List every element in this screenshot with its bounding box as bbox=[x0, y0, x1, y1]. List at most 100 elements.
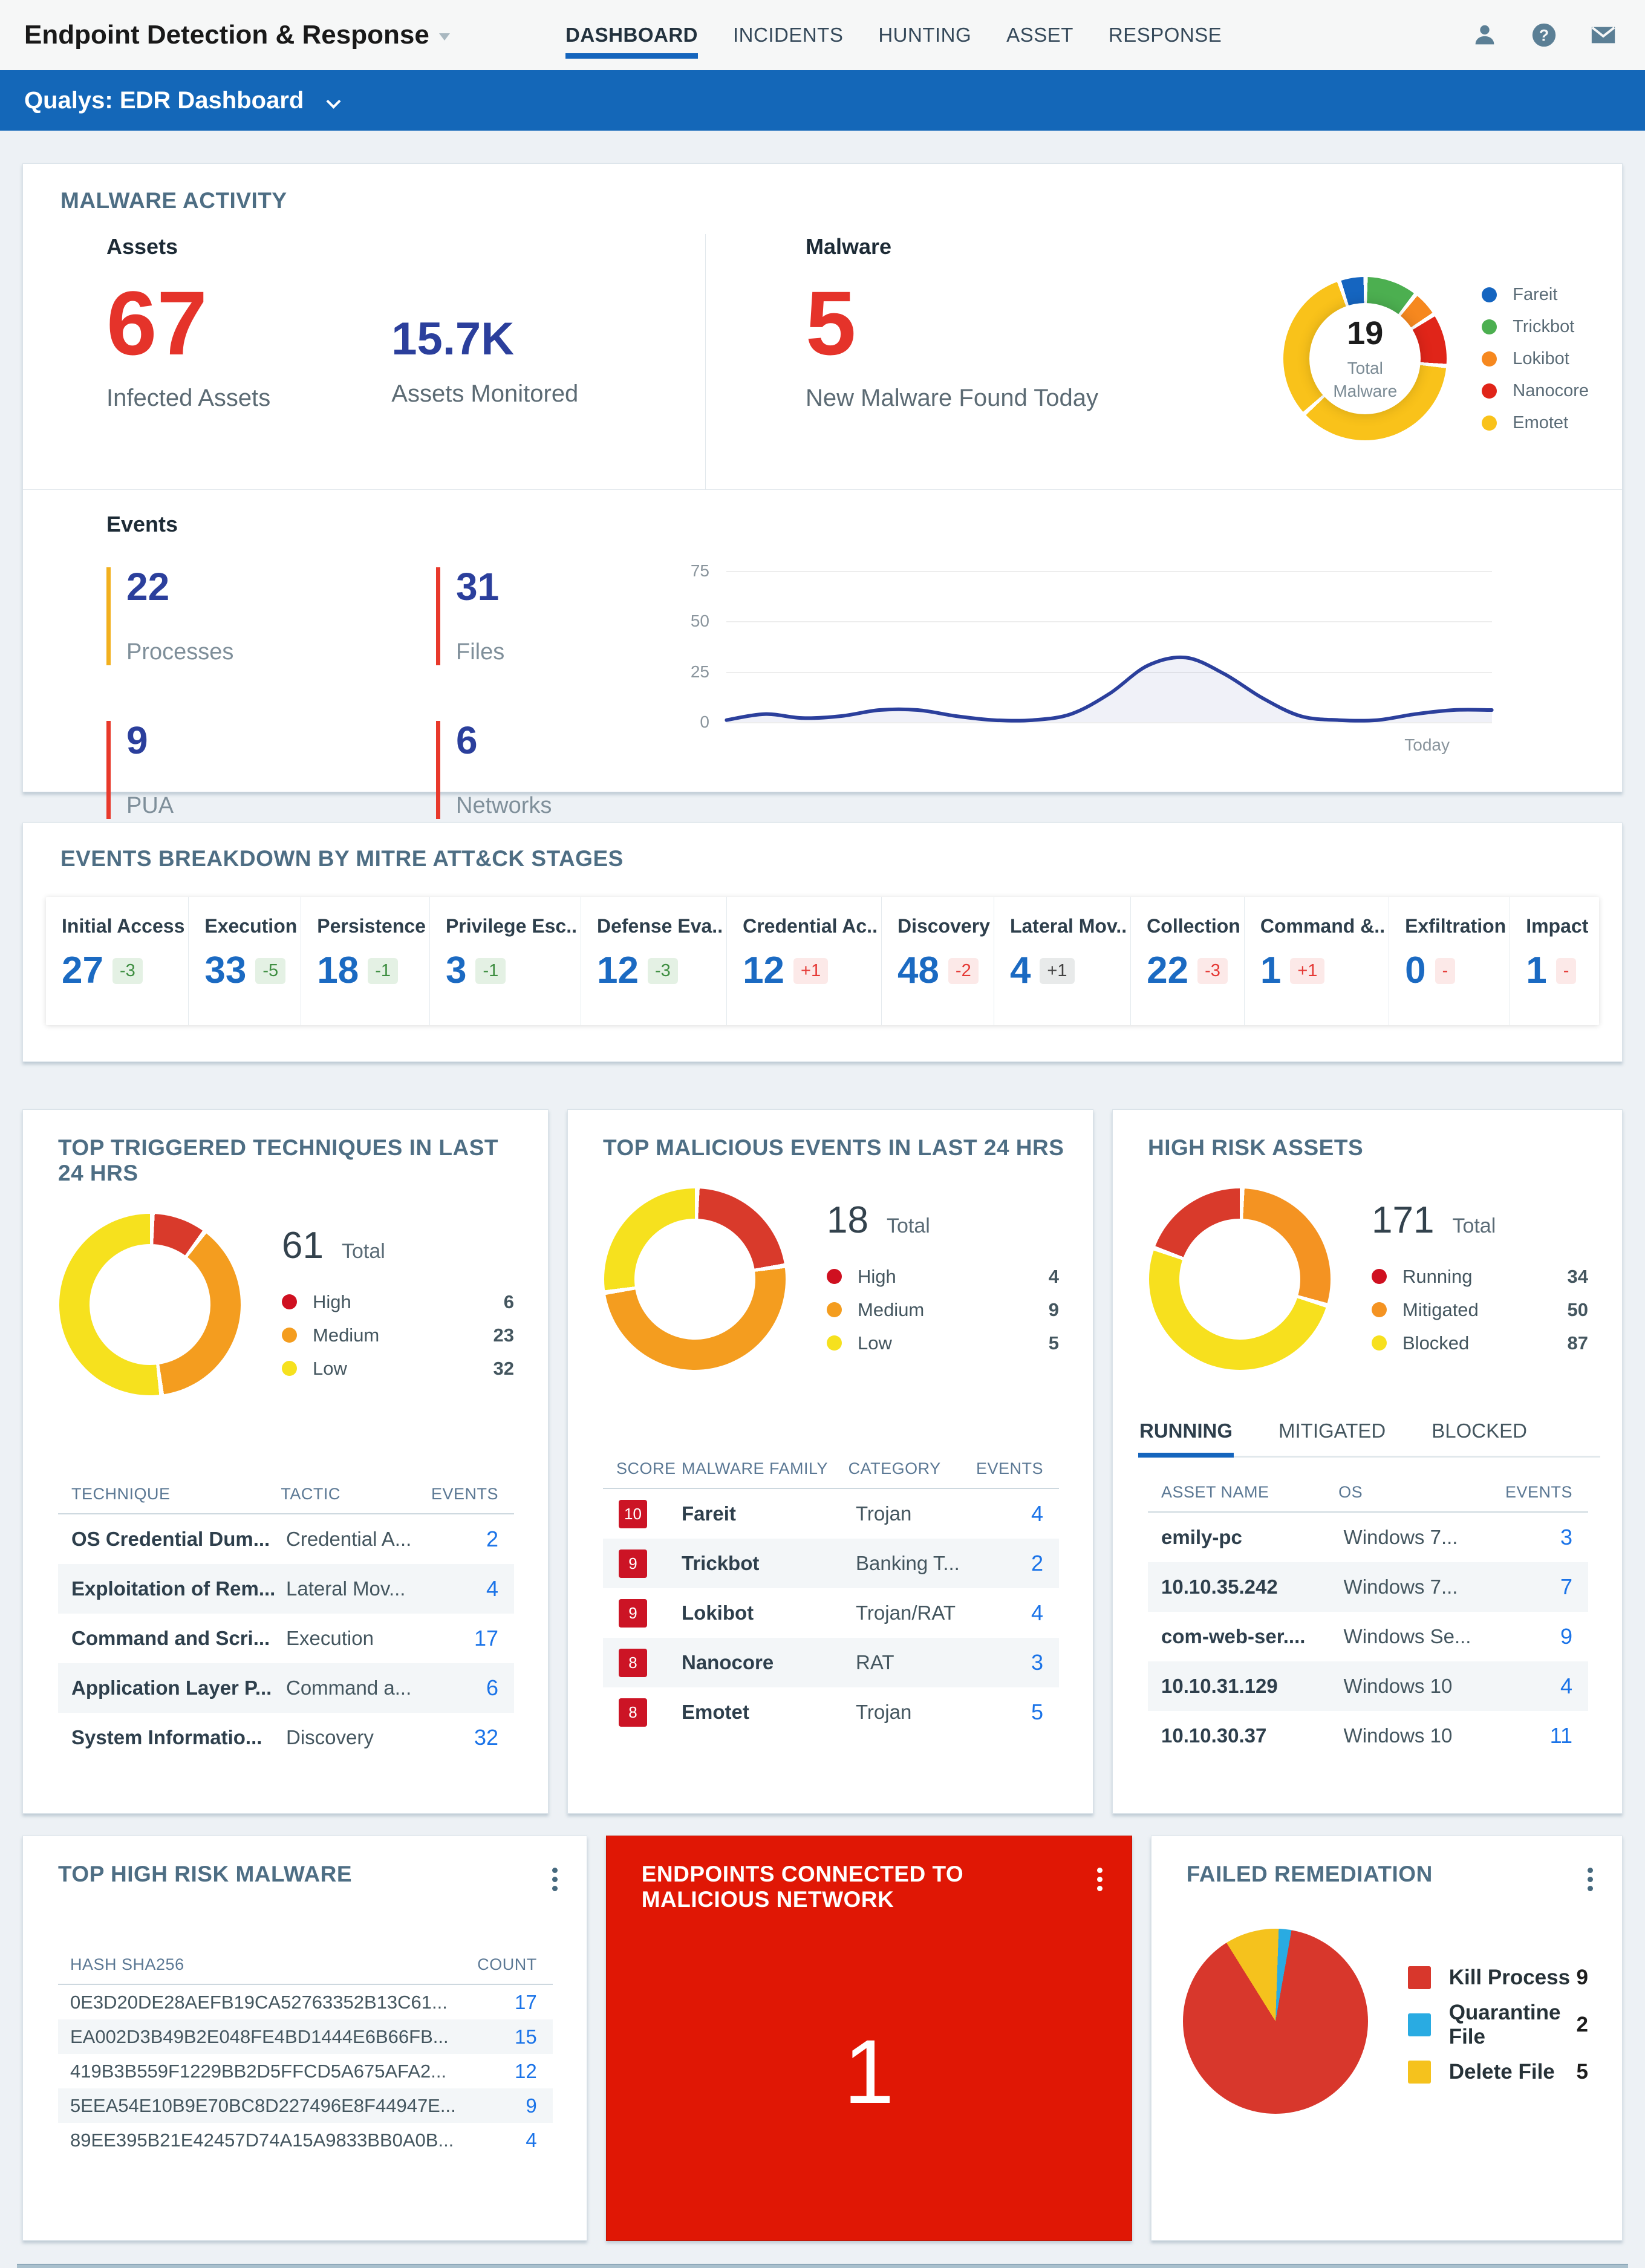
legend-item: Low 32 bbox=[282, 1352, 514, 1385]
events-section-label: Events bbox=[106, 512, 178, 536]
tab-running[interactable]: RUNNING bbox=[1138, 1419, 1234, 1458]
table-row[interactable]: 10.10.31.129 Windows 10 4 bbox=[1148, 1661, 1588, 1711]
infected-assets-value: 67 bbox=[106, 272, 207, 374]
legend-dot-trickbot bbox=[1482, 319, 1497, 334]
files-label: Files bbox=[456, 639, 505, 665]
table-header: TECHNIQUE TACTIC EVENTS bbox=[58, 1485, 514, 1514]
delta-badge: -3 bbox=[647, 957, 678, 984]
severity-legend: High 4 Medium 9 Low 5 bbox=[827, 1260, 1059, 1360]
table-row[interactable]: 9 Lokibot Trojan/RAT 4 bbox=[603, 1588, 1059, 1638]
stage-credential-access[interactable]: Credential Ac.. 12 +1 bbox=[726, 897, 881, 1025]
y-tick-75: 75 bbox=[690, 561, 709, 580]
table-row[interactable]: EA002D3B49B2E048FE4BD1444E6B66FB... 15 bbox=[58, 2019, 553, 2054]
table-row[interactable]: 10 Fareit Trojan 4 bbox=[603, 1489, 1059, 1539]
table-row[interactable]: OS Credential Dum... Credential A... 2 bbox=[71, 1527, 498, 1551]
tab-mitigated[interactable]: MITIGATED bbox=[1279, 1419, 1386, 1442]
legend-dot-lokibot bbox=[1482, 351, 1497, 367]
tab-blocked[interactable]: BLOCKED bbox=[1432, 1419, 1527, 1442]
table-row[interactable]: 419B3B559F1229BB2D5FFCD5A675AFA2... 12 bbox=[70, 2059, 537, 2082]
processes-stat[interactable]: 22 Processes bbox=[106, 567, 436, 665]
networks-value: 6 bbox=[456, 719, 478, 762]
y-tick-50: 50 bbox=[690, 611, 709, 631]
malware-family-legend: Fareit Trickbot Lokibot Nanocore bbox=[1482, 279, 1589, 439]
pua-stat[interactable]: 9 PUA bbox=[106, 721, 436, 819]
svg-text:?: ? bbox=[1539, 27, 1549, 45]
stage-impact[interactable]: Impact 1- bbox=[1510, 897, 1599, 1025]
app-title[interactable]: Endpoint Detection & Response bbox=[24, 20, 450, 50]
app-title-text: Endpoint Detection & Response bbox=[24, 20, 429, 50]
assets-monitored-stat[interactable]: 15.7K Assets Monitored bbox=[391, 316, 578, 408]
table-row[interactable]: 9 Trickbot Banking T... 2 bbox=[603, 1539, 1059, 1588]
delta-badge: -1 bbox=[475, 957, 506, 984]
assets-section-label: Assets bbox=[106, 234, 178, 259]
stage-execution[interactable]: Execution 33 -5 bbox=[188, 897, 301, 1025]
table-row[interactable]: 89EE395B21E42457D74A15A9833BB0A0B... 4 bbox=[70, 2128, 537, 2151]
legend-item: Running 34 bbox=[1372, 1260, 1588, 1293]
stage-command-and-control[interactable]: Command &.. 1 +1 bbox=[1243, 897, 1389, 1025]
table-row[interactable]: Exploitation of Rem... Lateral Mov... 4 bbox=[58, 1564, 514, 1614]
legend-dot-emotet bbox=[1482, 415, 1497, 431]
kebab-menu-icon[interactable] bbox=[547, 1862, 562, 1897]
failed-remediation-pie-chart[interactable] bbox=[1182, 1929, 1368, 2114]
remediation-legend: Kill Process 9 Quarantine File 2 Delete … bbox=[1407, 1954, 1588, 2096]
legend-dot-blocked bbox=[1372, 1335, 1387, 1351]
stage-collection[interactable]: Collection 22 -3 bbox=[1130, 897, 1244, 1025]
stage-exfiltration[interactable]: Exfiltration 0- bbox=[1389, 897, 1510, 1025]
mail-icon[interactable] bbox=[1589, 21, 1617, 49]
stage-initial-access[interactable]: Initial Access 27 -3 bbox=[62, 915, 185, 991]
table-row[interactable]: Application Layer P... Command a... 6 bbox=[58, 1663, 514, 1713]
networks-stat[interactable]: 6 Networks bbox=[436, 721, 690, 819]
table-row[interactable]: System Informatio... Discovery 32 bbox=[71, 1725, 498, 1750]
table-row[interactable]: com-web-ser.... Windows Se... 9 bbox=[1161, 1624, 1572, 1649]
high-risk-total-label: Total bbox=[1452, 1214, 1496, 1237]
stage-privilege-escalation[interactable]: Privilege Esc.. 3 -1 bbox=[429, 897, 581, 1025]
kebab-menu-icon[interactable] bbox=[1092, 1862, 1107, 1897]
triggered-severity-donut-chart[interactable] bbox=[59, 1214, 241, 1395]
nav-tab-response[interactable]: RESPONSE bbox=[1108, 24, 1222, 46]
nav-tab-incidents[interactable]: INCIDENTS bbox=[733, 24, 844, 46]
table-row[interactable]: 0E3D20DE28AEFB19CA52763352B13C61... 17 bbox=[70, 1990, 537, 2013]
new-malware-stat[interactable]: 5 New Malware Found Today bbox=[806, 278, 1098, 412]
table-row[interactable]: 5EEA54E10B9E70BC8D227496E8F44947E... 9 bbox=[58, 2088, 553, 2123]
legend-item: Nanocore bbox=[1482, 375, 1589, 407]
events-trend-chart[interactable]: 75 50 25 0 Today bbox=[691, 561, 1494, 754]
delta-badge: -2 bbox=[948, 957, 979, 984]
total-malware-donut-chart[interactable]: 19 Total Malware bbox=[1283, 277, 1447, 440]
top-app-bar: Endpoint Detection & Response DASHBOARD … bbox=[0, 0, 1645, 70]
endpoints-malicious-network-panel: ENDPOINTS CONNECTED TO MALICIOUS NETWORK… bbox=[605, 1836, 1132, 2241]
stage-lateral-movement[interactable]: Lateral Mov.. 4 +1 bbox=[993, 897, 1130, 1025]
table-row[interactable]: emily-pc Windows 7... 3 bbox=[1161, 1525, 1572, 1549]
legend-dot-nanocore bbox=[1482, 383, 1497, 399]
table-row[interactable]: 10.10.30.37 Windows 10 11 bbox=[1161, 1723, 1572, 1748]
table-row[interactable]: 8 Nanocore RAT 3 bbox=[603, 1638, 1059, 1687]
panel-title: FAILED REMEDIATION bbox=[1186, 1862, 1433, 1886]
table-row[interactable]: Command and Scri... Execution 17 bbox=[71, 1626, 498, 1650]
high-risk-assets-donut-chart[interactable] bbox=[1149, 1188, 1331, 1370]
dashboard-selector[interactable]: Qualys: EDR Dashboard bbox=[24, 87, 341, 114]
infected-assets-stat[interactable]: 67 Infected Assets bbox=[106, 272, 270, 412]
malicious-events-severity-donut-chart[interactable] bbox=[604, 1188, 786, 1370]
status-tabs: RUNNING MITIGATED BLOCKED bbox=[1138, 1419, 1600, 1458]
nav-tab-hunting[interactable]: HUNTING bbox=[878, 24, 972, 46]
table-row[interactable]: 8 Emotet Trojan 5 bbox=[603, 1687, 1059, 1737]
endpoints-count-value[interactable]: 1 bbox=[843, 2020, 894, 2122]
nav-tab-asset[interactable]: ASSET bbox=[1006, 24, 1073, 46]
total-malware-value: 19 bbox=[1347, 315, 1384, 352]
malicious-events-total-value: 18 bbox=[827, 1199, 868, 1241]
delta-badge: - bbox=[1555, 957, 1577, 984]
table-header: ASSET NAME OS EVENTS bbox=[1148, 1483, 1588, 1513]
legend-item: Kill Process 9 bbox=[1407, 1954, 1588, 2001]
help-icon[interactable]: ? bbox=[1530, 21, 1558, 49]
stage-discovery[interactable]: Discovery 48 -2 bbox=[881, 897, 994, 1025]
files-stat[interactable]: 31 Files bbox=[436, 567, 690, 665]
kebab-menu-icon[interactable] bbox=[1583, 1862, 1598, 1897]
legend-dot-running bbox=[1372, 1269, 1387, 1284]
legend-dot-low bbox=[827, 1335, 842, 1351]
delta-badge: +1 bbox=[793, 957, 829, 984]
user-icon[interactable] bbox=[1471, 21, 1499, 49]
stage-persistence[interactable]: Persistence 18 -1 bbox=[301, 897, 429, 1025]
table-row[interactable]: 10.10.35.242 Windows 7... 7 bbox=[1148, 1562, 1588, 1612]
nav-tab-dashboard[interactable]: DASHBOARD bbox=[565, 15, 698, 59]
stage-defense-evasion[interactable]: Defense Eva.. 12 -3 bbox=[580, 897, 726, 1025]
legend-item: Low 5 bbox=[827, 1326, 1059, 1360]
